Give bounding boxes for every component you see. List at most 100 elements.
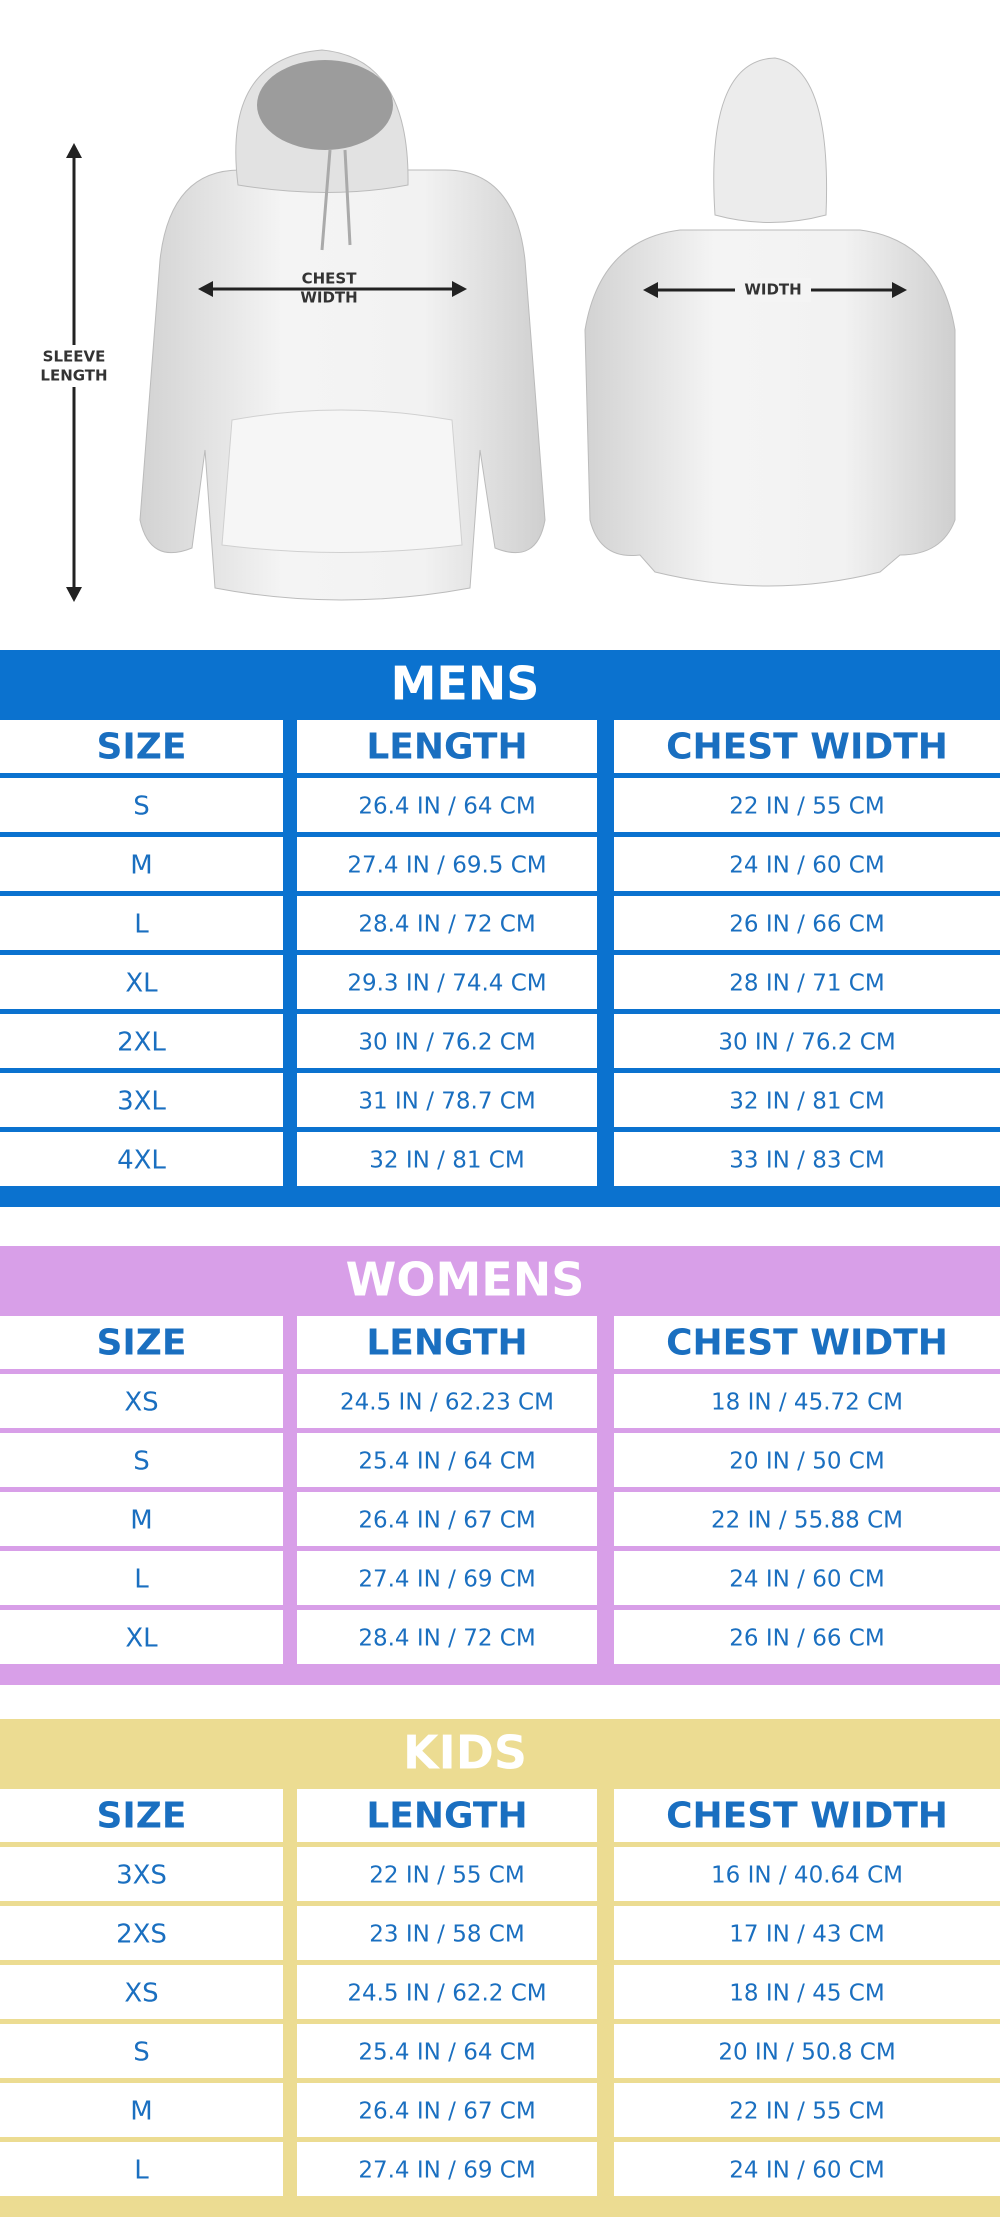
cell-text: 17 IN / 43 CM [729, 1922, 884, 1948]
cell [297, 1132, 597, 1186]
cell-text: S [133, 2038, 150, 2068]
cell [297, 1433, 597, 1487]
cell-text: 26.4 IN / 67 CM [358, 1508, 535, 1534]
cell [297, 1965, 597, 2019]
cell-text: 26.4 IN / 67 CM [358, 2099, 535, 2125]
cell [614, 896, 1000, 950]
cell-text: XS [124, 1388, 158, 1418]
chest-arrow: CHEST WIDTH [198, 270, 467, 307]
back-label: WIDTH [744, 281, 801, 299]
cell [614, 2083, 1000, 2137]
cell [0, 1132, 283, 1186]
cell-text: L [134, 2156, 149, 2186]
cell-text: 22 IN / 55 CM [369, 1863, 524, 1889]
cell-text: 3XS [116, 1861, 167, 1891]
header-cell [297, 720, 597, 773]
column-header: SIZE [96, 727, 186, 768]
cell [297, 1610, 597, 1664]
cell [614, 1847, 1000, 1901]
cell [297, 1492, 597, 1546]
cell [297, 2024, 597, 2078]
cell-text: 22 IN / 55 CM [729, 794, 884, 820]
sleeve-arrow: SLEEVE LENGTH [40, 143, 108, 602]
cell-text: 23 IN / 58 CM [369, 1922, 524, 1948]
cell [297, 2142, 597, 2196]
cell [297, 955, 597, 1009]
cell [0, 778, 283, 832]
table-title: KIDS [403, 1726, 527, 1780]
cell [0, 1610, 283, 1664]
cell-text: 4XL [117, 1146, 166, 1176]
cell-text: 25.4 IN / 64 CM [358, 1449, 535, 1475]
cell [0, 955, 283, 1009]
cell-text: 32 IN / 81 CM [369, 1148, 524, 1174]
cell-text: 33 IN / 83 CM [729, 1148, 884, 1174]
cell-text: 28.4 IN / 72 CM [358, 1626, 535, 1652]
cell [297, 1906, 597, 1960]
cell-text: M [130, 2097, 152, 2127]
cell [297, 1374, 597, 1428]
header-cell [614, 1789, 1000, 1842]
cell-text: 18 IN / 45.72 CM [711, 1390, 903, 1416]
cell [614, 2142, 1000, 2196]
column-header: CHEST WIDTH [666, 1796, 948, 1837]
cell-text: 28 IN / 71 CM [729, 971, 884, 997]
cell-text: 22 IN / 55.88 CM [711, 1508, 903, 1534]
back-arrow: WIDTH [643, 278, 907, 302]
cell-text: 3XL [117, 1087, 166, 1117]
cell [0, 1906, 283, 1960]
tables: MENS SIZE LENGTH CHEST WIDTH S 26.4 IN / 64 C… [0, 650, 1000, 2217]
cell-text: 30 IN / 76.2 CM [358, 1030, 535, 1056]
cell-text: 22 IN / 55 CM [729, 2099, 884, 2125]
cell-text: 32 IN / 81 CM [729, 1089, 884, 1115]
cell [0, 1014, 283, 1068]
header-cell [614, 720, 1000, 773]
cell-text: 29.3 IN / 74.4 CM [347, 971, 546, 997]
cell-text: M [130, 1506, 152, 1536]
cell-text: 20 IN / 50 CM [729, 1449, 884, 1475]
cell-text: 27.4 IN / 69 CM [358, 2158, 535, 2184]
cell-text: 24 IN / 60 CM [729, 2158, 884, 2184]
cell [614, 1551, 1000, 1605]
cell [614, 778, 1000, 832]
cell [297, 896, 597, 950]
header-cell [0, 1316, 283, 1369]
header-cell [297, 1316, 597, 1369]
cell-text: L [134, 1565, 149, 1595]
cell [297, 1847, 597, 1901]
cell-text: S [133, 1447, 150, 1477]
cell-text: 24.5 IN / 62.23 CM [340, 1390, 554, 1416]
cell-text: 16 IN / 40.64 CM [711, 1863, 903, 1889]
cell-text: 2XL [117, 1028, 166, 1058]
sleeve-label: LENGTH [40, 367, 107, 385]
cell [0, 2083, 283, 2137]
cell [614, 1965, 1000, 2019]
cell [614, 1610, 1000, 1664]
cell-text: XL [125, 969, 158, 999]
header-cell [0, 720, 283, 773]
header-cell [614, 1316, 1000, 1369]
cell-text: 24 IN / 60 CM [729, 1567, 884, 1593]
cell-text: XS [124, 1979, 158, 2009]
cell [0, 1847, 283, 1901]
cell [0, 1073, 283, 1127]
cell-text: 26 IN / 66 CM [729, 912, 884, 938]
cell [0, 2142, 283, 2196]
cell [614, 1014, 1000, 1068]
column-header: SIZE [96, 1323, 186, 1364]
table-title: MENS [391, 657, 540, 711]
cell [0, 1965, 283, 2019]
cell-text: 31 IN / 78.7 CM [358, 1089, 535, 1115]
cell-text: XL [125, 1624, 158, 1654]
cell-text: 24 IN / 60 CM [729, 853, 884, 879]
cell-text: 24.5 IN / 62.2 CM [347, 1981, 546, 2007]
cell-text: 27.4 IN / 69.5 CM [347, 853, 546, 879]
cell-text: L [134, 910, 149, 940]
cell [0, 1433, 283, 1487]
back-hoodie [584, 57, 956, 587]
cell [0, 837, 283, 891]
cell [614, 1906, 1000, 1960]
cell [0, 1551, 283, 1605]
cell [614, 1433, 1000, 1487]
